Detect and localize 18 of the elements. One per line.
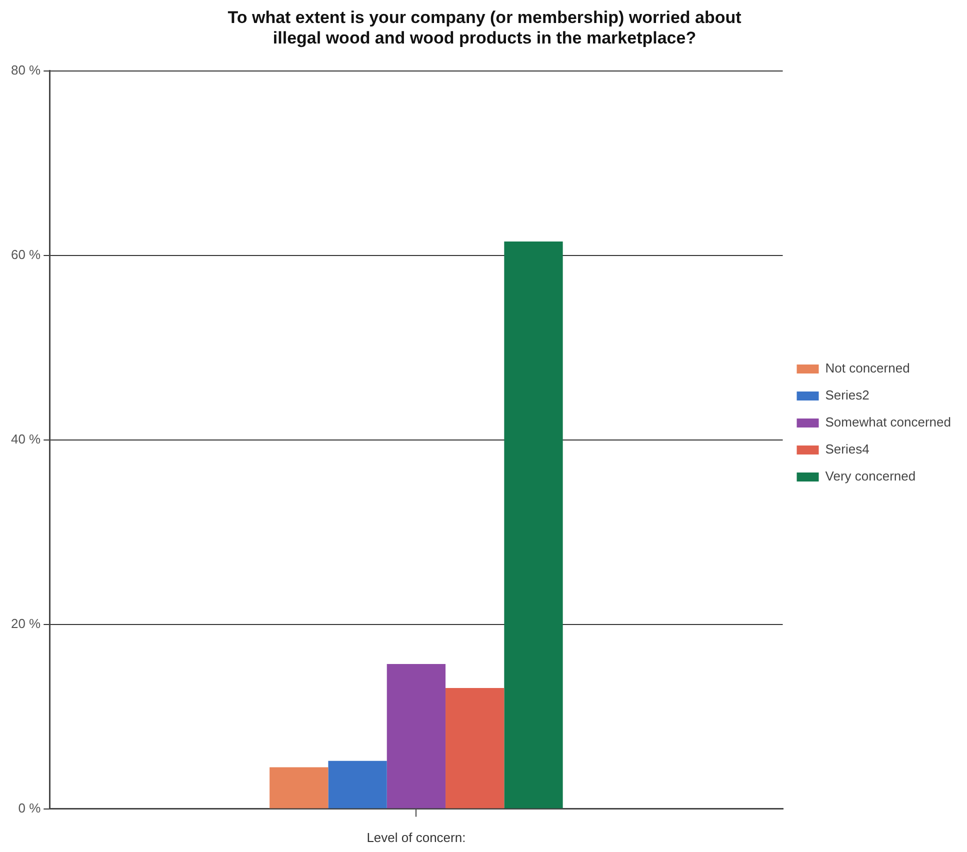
bar xyxy=(446,688,504,808)
x-axis-title: Level of concern: xyxy=(366,830,466,845)
text: To what extent is your company (or membership) worried about xyxy=(228,8,742,27)
y-tick-label: 40 % xyxy=(10,431,42,446)
legend-label: Series2 xyxy=(825,388,870,403)
legend-label: Series4 xyxy=(825,442,870,457)
text: illegal wood and wood products in the marketplace? xyxy=(272,28,696,48)
bar xyxy=(270,767,328,808)
legend-label: Very concerned xyxy=(825,468,916,484)
bar xyxy=(386,664,446,808)
bar xyxy=(328,760,387,808)
y-tick-label: 80 % xyxy=(10,62,42,78)
legend-label: Somewhat concerned xyxy=(825,414,952,430)
y-tick-label: 0 % xyxy=(18,800,42,816)
bar xyxy=(504,241,563,808)
y-tick-label: 60 % xyxy=(10,246,42,262)
y-tick-label: 20 % xyxy=(10,616,42,631)
legend-label: Not concerned xyxy=(825,360,910,376)
